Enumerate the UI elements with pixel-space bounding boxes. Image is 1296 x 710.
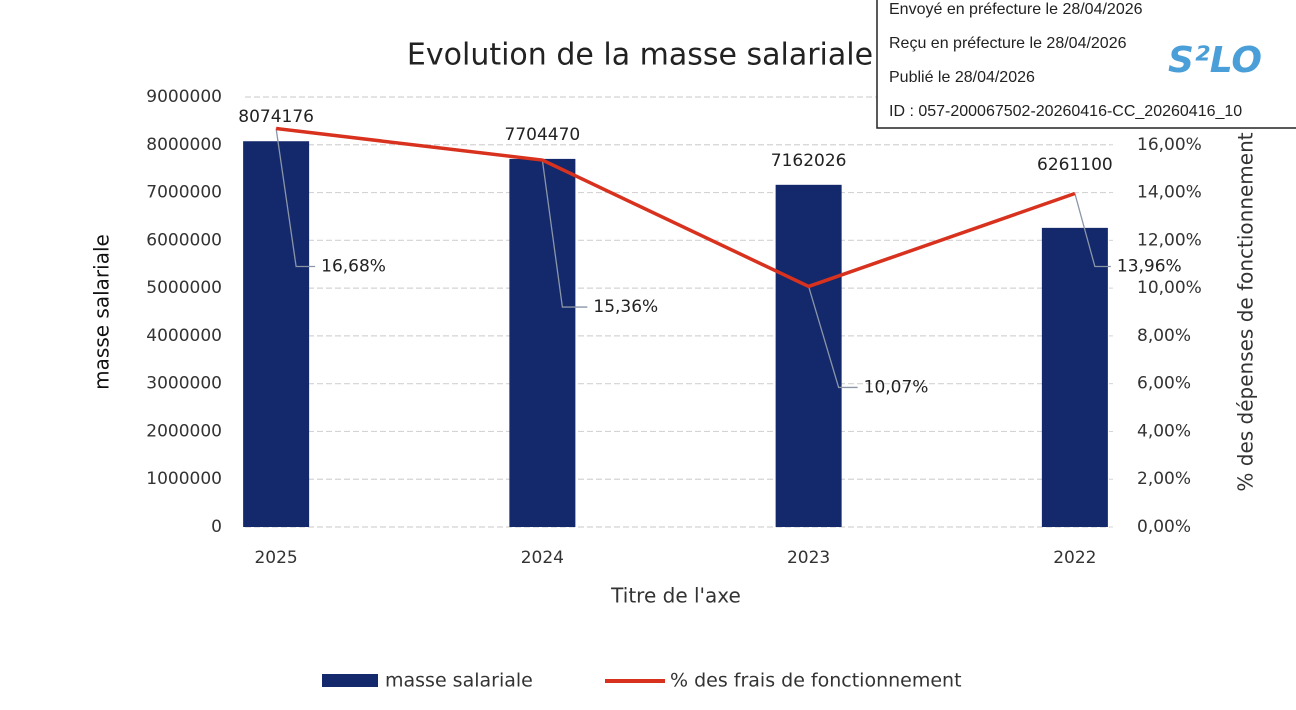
- stamp-line: Reçu en préfecture le 28/04/2026: [889, 35, 1127, 52]
- x-axis-title: Titre de l'axe: [610, 584, 741, 608]
- bar: [775, 184, 842, 527]
- y2-tick-label: 14,00%: [1137, 183, 1202, 203]
- chart-title: Evolution de la masse salariale: [407, 38, 873, 73]
- leader-line: [541, 159, 588, 308]
- data-label: 16,68%: [321, 257, 386, 277]
- data-label: 6261100: [1037, 155, 1113, 175]
- x-tick-label: 2023: [787, 548, 830, 568]
- data-label: 15,36%: [593, 297, 658, 317]
- legend-swatch: [322, 674, 378, 687]
- stamp-line: ID : 057-200067502-20260416-CC_20260416_…: [889, 103, 1242, 120]
- y-tick-label: 2000000: [146, 421, 222, 441]
- x-tick-label: 2024: [521, 548, 564, 568]
- data-label: 10,07%: [864, 377, 929, 397]
- y-tick-label: 6000000: [146, 230, 222, 250]
- stamp-logo: S²LO: [1168, 40, 1262, 81]
- stamp: Envoyé en préfecture le 28/04/2026 Reçu …: [876, 0, 1296, 129]
- stamp-line: Publié le 28/04/2026: [889, 69, 1035, 86]
- leader-line: [1074, 193, 1111, 268]
- y2-tick-label: 2,00%: [1137, 469, 1191, 489]
- x-tick-label: 2022: [1053, 548, 1096, 568]
- legend-label: % des frais de fonctionnement: [670, 670, 962, 692]
- y-tick-label: 7000000: [146, 183, 222, 203]
- bar: [1041, 227, 1108, 527]
- y-axis-title: masse salariale: [90, 234, 114, 390]
- stamp-line: Envoyé en préfecture le 28/04/2026: [889, 1, 1143, 18]
- data-label: 7162026: [771, 151, 847, 171]
- y-tick-label: 5000000: [146, 278, 222, 298]
- y-tick-label: 3000000: [146, 374, 222, 394]
- data-label: 8074176: [238, 107, 314, 127]
- y-tick-label: 0: [211, 517, 222, 537]
- y2-tick-label: 8,00%: [1137, 326, 1191, 346]
- y2-axis-title: % des dépenses de fonctionnement: [1234, 132, 1258, 491]
- leader-line: [275, 128, 316, 268]
- legend-label: masse salariale: [385, 670, 533, 692]
- bar: [243, 141, 310, 527]
- y-tick-label: 1000000: [146, 469, 222, 489]
- x-tick-label: 2025: [254, 548, 297, 568]
- y2-tick-label: 10,00%: [1137, 278, 1202, 298]
- y-tick-label: 9000000: [146, 87, 222, 107]
- data-label: 13,96%: [1117, 257, 1182, 277]
- y2-tick-label: 0,00%: [1137, 517, 1191, 537]
- y2-tick-label: 4,00%: [1137, 421, 1191, 441]
- y2-tick-label: 6,00%: [1137, 374, 1191, 394]
- y2-tick-label: 12,00%: [1137, 230, 1202, 250]
- y2-tick-label: 16,00%: [1137, 135, 1202, 155]
- data-label: 7704470: [505, 125, 581, 145]
- line: [275, 126, 1076, 289]
- stamp-box: [876, 0, 1296, 129]
- leader-line: [808, 286, 858, 389]
- y-tick-label: 4000000: [146, 326, 222, 346]
- y-tick-label: 8000000: [146, 135, 222, 155]
- bar: [509, 158, 576, 528]
